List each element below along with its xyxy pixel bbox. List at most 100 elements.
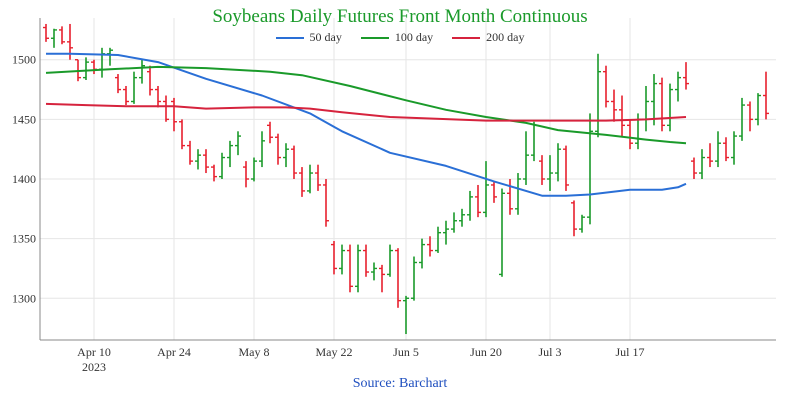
ohlc-bar xyxy=(339,244,345,275)
ohlc-bar xyxy=(739,97,745,141)
ohlc-bar xyxy=(451,212,457,233)
ohlc-bar xyxy=(419,238,425,269)
ohlc-bar xyxy=(715,131,721,168)
moving-average-lines xyxy=(45,52,687,197)
ohlc-bar xyxy=(491,181,497,203)
ohlc-bar xyxy=(643,85,649,132)
ohlc-bar xyxy=(355,244,361,293)
ohlc-bar xyxy=(363,244,369,277)
ohlc-bar xyxy=(747,101,753,132)
x-tick-label: Apr 24 xyxy=(157,345,191,359)
ohlc-bar xyxy=(651,74,657,126)
ohlc-bar xyxy=(731,131,737,165)
y-tick-label: 1300 xyxy=(12,291,36,305)
ohlc-bar xyxy=(683,62,689,90)
ohlc-bar xyxy=(219,152,225,179)
ohlc-bar xyxy=(627,119,633,150)
ohlc-bar xyxy=(155,85,161,108)
legend-label-200day: 200 day xyxy=(486,30,525,44)
ohlc-bar xyxy=(99,47,105,78)
x-tick-label: Jul 17 xyxy=(615,345,644,359)
x-tick-label: May 22 xyxy=(316,345,353,359)
ohlc-bar xyxy=(171,97,177,132)
ohlc-bar xyxy=(307,164,313,194)
ohlc-bar xyxy=(283,143,289,168)
ohlc-bar xyxy=(483,161,489,218)
ohlc-bar xyxy=(91,59,97,75)
series-line-2 xyxy=(45,102,687,122)
ohlc-bar xyxy=(43,23,49,42)
ohlc-bar xyxy=(595,53,601,138)
ohlc-bar xyxy=(179,119,185,150)
y-tick-label: 1500 xyxy=(12,53,36,67)
legend-item-200day[interactable]: 200 day xyxy=(452,30,524,45)
ohlc-bar xyxy=(459,208,465,227)
legend-swatch-100day xyxy=(360,37,389,40)
ohlc-bar xyxy=(499,188,505,277)
ohlc-bar xyxy=(467,190,473,221)
ohlc-bar xyxy=(331,241,337,275)
ohlc-bar xyxy=(163,95,169,122)
ohlc-bar xyxy=(603,65,609,108)
y-tick-label: 1450 xyxy=(12,112,36,126)
x-tick-label: Jun 20 xyxy=(470,345,502,359)
ohlc-bar xyxy=(235,131,241,156)
ohlc-bar xyxy=(371,262,377,281)
x-tick-label: May 8 xyxy=(239,345,270,359)
y-axis-ticks: 1300 1350 1400 1450 1500 xyxy=(12,53,36,306)
ohlc-bar xyxy=(139,59,145,84)
ohlc-bar xyxy=(515,173,521,215)
ohlc-bar xyxy=(83,57,89,81)
ohlc-bar xyxy=(539,155,545,185)
ohlc-bar xyxy=(147,65,153,96)
ohlc-bar xyxy=(347,244,353,293)
ohlc-bar xyxy=(587,113,593,225)
legend-label-50day: 50 day xyxy=(309,30,342,44)
chart-title: Soybeans Daily Futures Front Month Conti… xyxy=(212,6,588,27)
ohlc-bar xyxy=(435,226,441,253)
ohlc-bar xyxy=(611,89,617,122)
ohlc-bar xyxy=(195,149,201,170)
ohlc-bar xyxy=(211,164,217,182)
ohlc-bar xyxy=(115,74,121,94)
ohlc-bar xyxy=(523,131,529,185)
y-tick-label: 1400 xyxy=(12,172,36,186)
ohlc-bar xyxy=(251,157,257,182)
legend: 50 day 100 day 200 day xyxy=(0,30,800,45)
ohlc-bar xyxy=(563,145,569,191)
ohlc-bar xyxy=(291,145,297,179)
ohlc-bar xyxy=(403,295,409,335)
x-tick-label: Jun 5 xyxy=(393,345,419,359)
ohlc-bar xyxy=(427,236,433,257)
ohlc-bar xyxy=(691,157,697,179)
series-line-1 xyxy=(45,65,687,145)
legend-swatch-50day xyxy=(275,37,304,40)
legend-item-100day[interactable]: 100 day xyxy=(360,30,433,45)
ohlc-bar xyxy=(267,121,273,144)
ohlc-bar xyxy=(579,214,585,233)
x-tick-sublabel: 2023 xyxy=(82,360,106,374)
ohlc-bar xyxy=(395,248,401,308)
ohlc-bar xyxy=(131,71,137,104)
ohlc-bar xyxy=(475,184,481,218)
ohlc-bar xyxy=(259,131,265,168)
ohlc-bar xyxy=(123,85,129,106)
ohlc-bar xyxy=(203,149,209,174)
ohlc-bar xyxy=(275,133,281,165)
series-line-0 xyxy=(46,52,687,197)
legend-swatch-200day xyxy=(452,37,481,40)
x-tick-label: Jul 3 xyxy=(538,345,561,359)
ohlc-bar xyxy=(227,140,233,168)
ohlc-bar xyxy=(315,164,321,191)
ohlc-bar xyxy=(387,244,393,277)
y-tick-label: 1350 xyxy=(12,232,36,246)
ohlc-bar xyxy=(379,264,385,293)
ohlc-bar xyxy=(59,26,65,45)
legend-item-50day[interactable]: 50 day xyxy=(275,30,342,45)
ohlc-bar xyxy=(755,93,761,126)
ohlc-bar xyxy=(571,200,577,237)
ohlc-bar xyxy=(619,95,625,138)
ohlc-bar xyxy=(675,71,681,102)
ohlc-bar xyxy=(443,220,449,245)
